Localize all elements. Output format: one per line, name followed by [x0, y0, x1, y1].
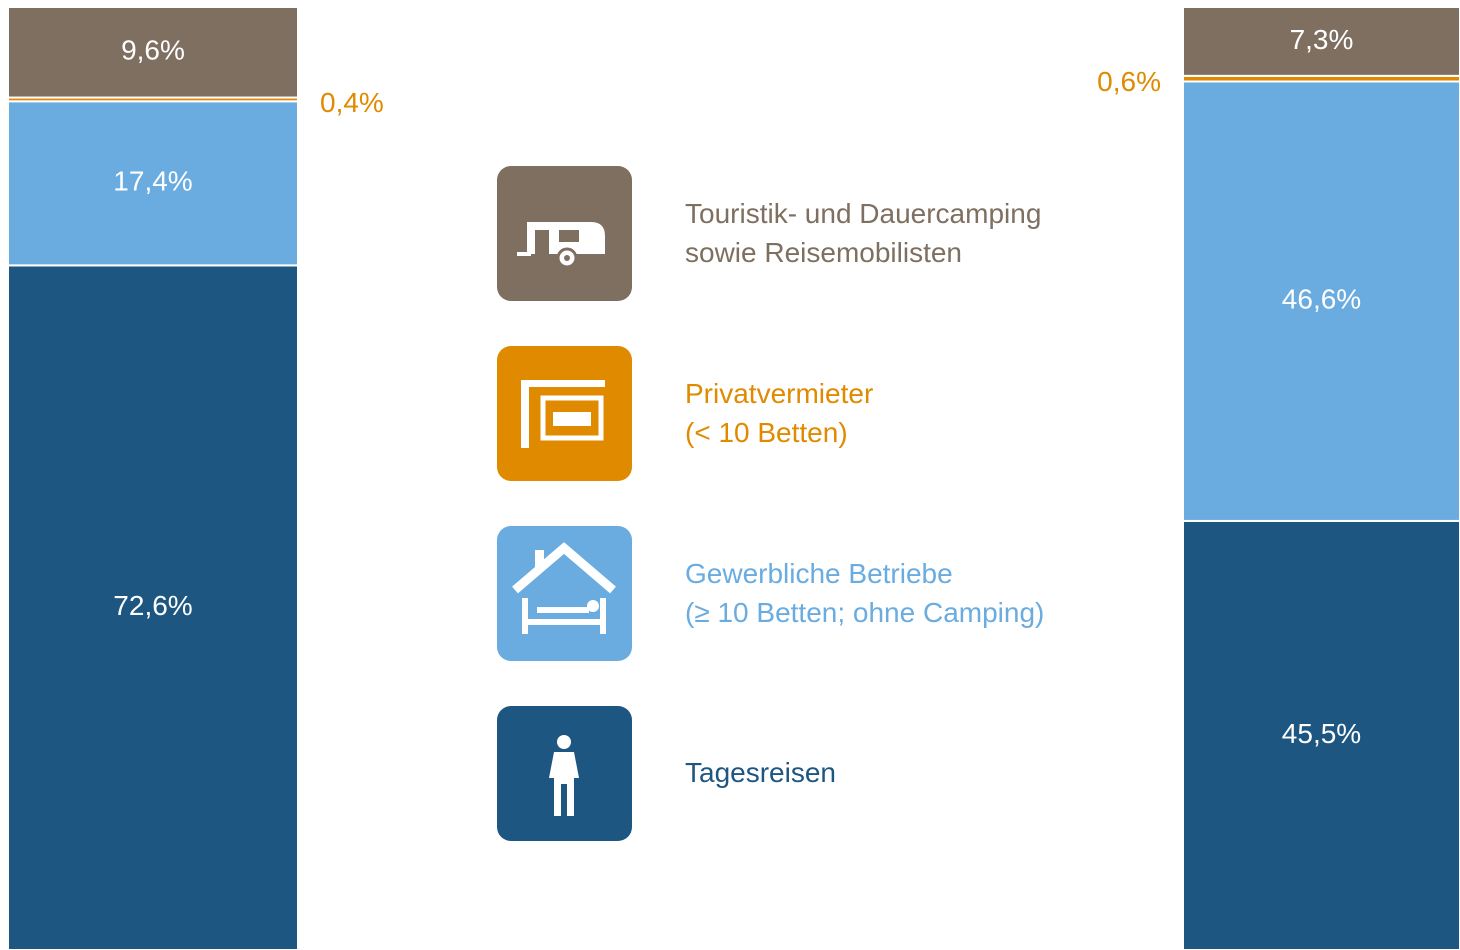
icon-part — [587, 600, 599, 612]
icon-part — [535, 550, 544, 568]
legend-swatch — [497, 526, 632, 661]
value-label: 17,4% — [113, 166, 192, 197]
icon-part — [557, 735, 571, 749]
icon-part — [535, 230, 549, 254]
bar-segment — [1182, 6, 1460, 77]
legend-icon — [497, 526, 632, 661]
icon-part — [522, 598, 606, 634]
icon-part — [559, 230, 579, 242]
value-label: 0,4% — [320, 87, 384, 118]
value-label: 9,6% — [121, 35, 185, 66]
value-label: 45,5% — [1282, 718, 1361, 749]
icon-part — [517, 252, 531, 256]
legend-label: Gewerbliche Betriebe (≥ 10 Betten; ohne … — [685, 558, 1045, 628]
legend-icon — [497, 166, 632, 301]
icon-part — [549, 752, 579, 816]
legend-label: Touristik- und Dauercamping sowie Reisem… — [685, 198, 1042, 268]
bar-segment — [7, 264, 299, 950]
icon-part — [564, 255, 570, 261]
legend-icon — [497, 346, 632, 481]
legend-icon — [497, 706, 632, 841]
value-label: 0,6% — [1097, 66, 1161, 97]
legend-label: Tagesreisen — [685, 757, 836, 789]
bar-segment — [1182, 80, 1460, 522]
bar-segment — [7, 6, 299, 99]
icon-part — [553, 412, 591, 426]
value-label: 72,6% — [113, 590, 192, 621]
icon-part — [540, 395, 604, 441]
icon-part — [521, 380, 529, 448]
legend-label: Privatvermieter (< 10 Betten) — [685, 378, 874, 448]
icon-part — [521, 380, 605, 387]
icon-part — [512, 542, 616, 594]
value-label: 46,6% — [1282, 284, 1361, 315]
value-label: 7,3% — [1290, 24, 1354, 55]
